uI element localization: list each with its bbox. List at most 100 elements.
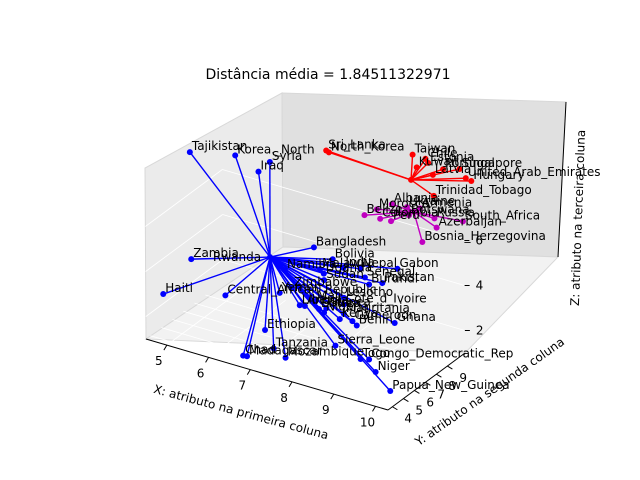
data-point [387, 388, 394, 395]
z-axis-label: Z: atributo na terceira coluna [568, 130, 588, 307]
data-point [422, 155, 429, 162]
z-tick-label: 4 [476, 279, 484, 293]
cluster-link-line [269, 256, 325, 275]
z-gridline-right [222, 169, 465, 241]
point-label: Singapore [462, 156, 523, 170]
data-point [270, 345, 277, 352]
point-label: Pakistan [384, 270, 434, 284]
data-point [301, 303, 308, 310]
data-point [459, 218, 466, 225]
cluster-link-line [410, 179, 435, 197]
point-label: Sierra_Leone [337, 333, 415, 347]
cluster-link-line [410, 162, 429, 181]
data-point [433, 224, 440, 231]
cluster-link-line [191, 256, 271, 260]
point-label: Latvia [435, 162, 472, 176]
y-axis-line [387, 352, 466, 411]
data-point [332, 342, 339, 349]
data-point [413, 164, 420, 171]
data-point [329, 256, 336, 263]
point-label: Sudan [326, 267, 364, 281]
point-label: Lesotho [346, 285, 393, 299]
point-label: Peru [393, 208, 420, 222]
data-point [276, 289, 283, 296]
cluster-link-line [269, 257, 287, 358]
point-label: Korea._North [237, 142, 314, 156]
point-label: Syria [272, 149, 302, 163]
data-point [266, 159, 273, 166]
point-label: United_Arab_Emirates [468, 165, 601, 179]
data-point [430, 192, 437, 199]
data-point [186, 149, 193, 156]
point-label: Yemen [281, 280, 322, 294]
y-gridline [205, 294, 448, 367]
data-point [310, 244, 317, 251]
data-point [232, 152, 239, 159]
data-point [416, 205, 423, 212]
data-point [394, 265, 401, 272]
data-point [353, 322, 360, 329]
point-label: Hungary [473, 168, 524, 182]
data-point [440, 166, 447, 173]
point-label: Togo [362, 346, 391, 360]
data-point [388, 218, 395, 225]
cluster-link-line [376, 208, 414, 213]
point-label: Burundi [371, 272, 418, 286]
data-point [456, 166, 463, 173]
x-tick-label: 6 [197, 366, 205, 380]
cluster-link-line [264, 257, 271, 331]
point-label: Congo_Democratic_Rep [371, 347, 513, 361]
point-label: Papua_New_Guinea [392, 378, 509, 392]
data-point [312, 298, 319, 305]
x-gridline [166, 287, 245, 346]
point-label: Bosnia_Herzegovina [424, 229, 546, 243]
point-label: Portugal [445, 156, 495, 170]
data-point [373, 206, 380, 213]
data-point [340, 294, 347, 301]
point-label: Uganda [326, 261, 372, 275]
x-tick-mark [205, 357, 210, 363]
point-label: Trinidad_Tobago [435, 183, 532, 197]
cluster-link-line [413, 211, 438, 229]
data-point [282, 354, 289, 361]
data-point [349, 318, 356, 325]
x-tick-label: 10 [360, 415, 375, 429]
point-label: Armenia [422, 195, 472, 209]
data-point [403, 204, 410, 211]
x-tick-mark [372, 406, 376, 412]
cluster-link-line [257, 171, 271, 258]
data-point [336, 316, 343, 323]
point-label: Central_African_Republic [227, 282, 376, 296]
data-point [431, 215, 438, 222]
z-gridline-left [145, 169, 223, 227]
y-tick-label: 5 [415, 404, 423, 418]
z-gridline-left [145, 259, 224, 317]
cluster-link-line [269, 256, 345, 306]
point-label: Colombia [382, 206, 438, 220]
data-point [388, 201, 395, 208]
point-label: Zambia [193, 246, 239, 260]
data-point [429, 171, 436, 178]
point-label: Taiwan [414, 142, 456, 156]
data-points [160, 147, 475, 395]
y-tick-mark [447, 365, 453, 370]
data-point [379, 280, 386, 287]
point-label: Chad [245, 343, 276, 357]
point-label: Bolivia [335, 246, 375, 260]
data-point [340, 310, 347, 317]
cluster-link-line [364, 211, 414, 216]
x-gridline [333, 336, 411, 395]
point-label: Botswana [411, 202, 470, 216]
point-label: Nepal [362, 256, 397, 270]
data-point [361, 212, 368, 219]
axis-edges [145, 101, 567, 411]
point-label: Guinea [328, 295, 371, 309]
point-label: Ethiopia [267, 317, 316, 331]
data-point [377, 215, 384, 222]
cluster-link-line [269, 256, 391, 392]
point-label: Ukraine [409, 194, 455, 208]
data-point [315, 305, 322, 312]
point-label: Madagascar [249, 343, 322, 357]
cluster-link-line [269, 256, 325, 281]
